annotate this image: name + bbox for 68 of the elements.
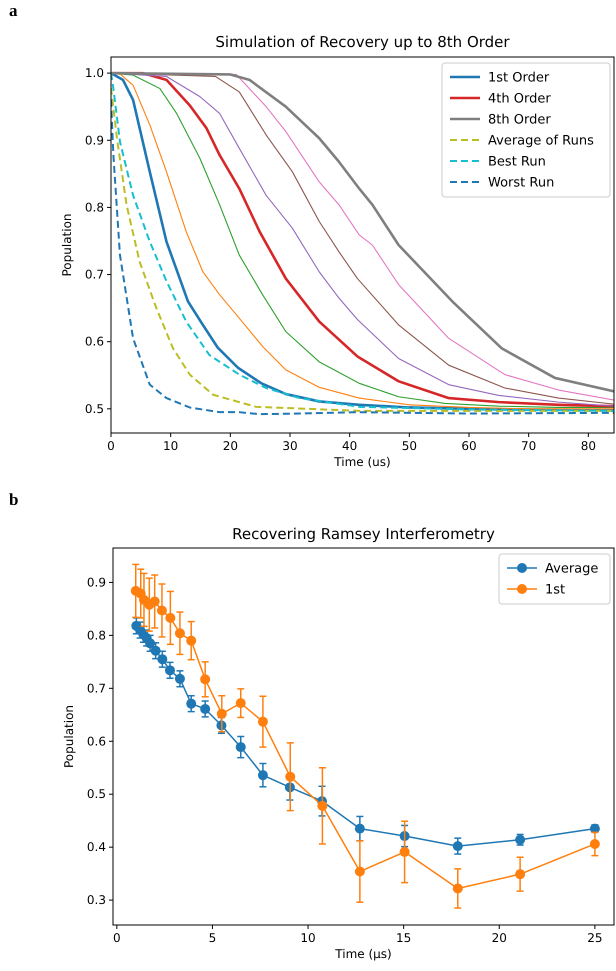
- point: [186, 698, 196, 709]
- x-tick-label: 70: [521, 439, 536, 453]
- x-tick-label: 20: [222, 439, 238, 453]
- y-axis-title: Population: [60, 213, 74, 277]
- point: [515, 869, 526, 880]
- y-tick-label: 0.4: [86, 840, 106, 854]
- text: a: [9, 1, 18, 20]
- point: [236, 698, 246, 708]
- x-tick-label: 50: [402, 439, 417, 453]
- point: [165, 612, 176, 623]
- x-axis-title: Time (μs): [334, 947, 392, 961]
- y-tick-label: 0.3: [86, 893, 106, 908]
- point: [200, 674, 210, 684]
- y-tick-label: 0.6: [84, 334, 104, 349]
- x-tick-label: 0: [107, 439, 115, 453]
- legend-label: 8th Order: [488, 112, 552, 128]
- x-tick-label: 60: [461, 439, 477, 453]
- y-tick-label: 0.9: [86, 575, 106, 590]
- x-tick-label: 40: [342, 439, 358, 453]
- point: [452, 883, 463, 894]
- x-tick-label: 0: [113, 931, 121, 945]
- legend-label: 1st Order: [488, 70, 550, 86]
- y-tick-label: 1.0: [84, 66, 104, 80]
- y-tick-label: 0.7: [84, 268, 104, 282]
- legend-label: Worst Run: [488, 176, 554, 190]
- point: [317, 800, 328, 811]
- point: [452, 841, 463, 852]
- chart-title: Simulation of Recovery up to 8th Order: [215, 33, 510, 51]
- legend-label: Average: [545, 562, 598, 576]
- point: [156, 605, 167, 616]
- x-tick-label: 25: [587, 931, 603, 945]
- y-tick-label: 0.5: [84, 402, 104, 416]
- point: [150, 596, 160, 606]
- x-tick-label: 20: [492, 931, 507, 945]
- y-tick-label: 0.6: [86, 734, 106, 748]
- point: [164, 665, 175, 676]
- legend-label: Average of Runs: [488, 134, 594, 148]
- point: [200, 704, 210, 714]
- x-tick-label: 30: [282, 439, 298, 453]
- point: [145, 638, 156, 648]
- x-tick-label: 10: [163, 439, 178, 453]
- legend-label: 1st: [545, 582, 566, 598]
- y-axis-title: Population: [62, 704, 76, 768]
- legend-label: Best Run: [488, 154, 546, 170]
- point: [236, 742, 246, 752]
- y-tick-label: 0.8: [84, 200, 104, 214]
- x-tick-label: 5: [208, 931, 216, 945]
- y-tick-label: 0.9: [84, 133, 104, 148]
- x-tick-label: 10: [300, 931, 316, 945]
- point: [186, 636, 196, 646]
- point: [174, 628, 185, 638]
- point: [258, 716, 268, 727]
- point: [354, 866, 365, 877]
- y-tick-label: 0.5: [86, 787, 106, 802]
- point: [590, 838, 600, 849]
- point: [258, 770, 268, 780]
- point: [150, 646, 161, 656]
- point: [174, 674, 185, 684]
- y-tick-label: 0.8: [86, 628, 106, 642]
- text: b: [9, 490, 18, 509]
- point: [157, 654, 168, 664]
- legend-label: 4th Order: [488, 92, 552, 106]
- x-tick-label: 80: [580, 439, 596, 453]
- x-tick-label: 15: [396, 931, 412, 945]
- y-tick-label: 0.7: [86, 681, 106, 696]
- x-axis-title: Time (us): [333, 455, 391, 469]
- point: [354, 824, 365, 834]
- chart-title: Recovering Ramsey Interferometry: [232, 525, 495, 543]
